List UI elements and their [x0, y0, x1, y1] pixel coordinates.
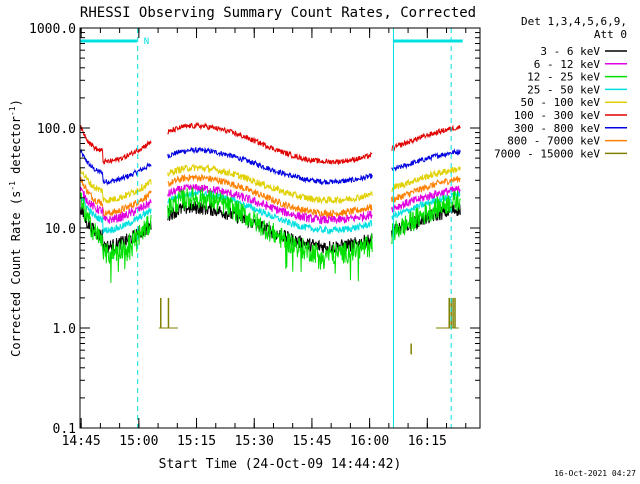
y-tick-label-3: 10.0 — [45, 222, 76, 237]
series-line-8 — [79, 173, 461, 219]
series-line-2 — [79, 183, 461, 225]
plot-layer: N — [79, 28, 463, 428]
legend-label-6: 100 - 300 keV — [514, 109, 600, 122]
y-axis-label-sup2: -1 — [8, 106, 17, 116]
y-axis-label: Corrected Count Rate (s-1 detector-1) — [8, 99, 23, 357]
chart-title: RHESSI Observing Summary Count Rates, Co… — [80, 5, 476, 21]
legend-label-4: 25 - 50 keV — [527, 83, 600, 96]
series-line-5 — [79, 163, 461, 205]
timestamp-label: 16-Oct-2021 04:27 — [554, 469, 636, 478]
y-axis-label-part2: detector — [9, 116, 23, 181]
legend-label-2: 6 - 12 keV — [534, 58, 601, 71]
legend-label-1: 3 - 6 keV — [540, 45, 600, 58]
x-tick-label-6: 16:00 — [350, 434, 389, 449]
legend-label-8: 800 - 7000 keV — [507, 135, 600, 148]
legend-header-line1: Det 1,3,4,5,6,9, — [521, 15, 627, 28]
series-line-6 — [79, 121, 461, 166]
y-axis-label-part3: ) — [9, 99, 23, 106]
x-tick-label-4: 15:30 — [235, 434, 274, 449]
y-axis-label-sup1: -1 — [8, 181, 17, 191]
legend-label-7: 300 - 800 keV — [514, 122, 600, 135]
y-tick-label-5: 0.1 — [53, 422, 76, 437]
legend-label-9: 7000 - 15000 keV — [494, 147, 600, 160]
legend-label-5: 50 - 100 keV — [521, 96, 601, 109]
x-tick-label-1: 14:45 — [62, 434, 101, 449]
x-axis-label: Start Time (24-Oct-09 14:44:42) — [159, 457, 402, 472]
y-axis-label-part1: Corrected Count Rate (s — [9, 191, 23, 357]
y-tick-label-1: 1000.0 — [29, 22, 76, 37]
x-tick-label-3: 15:15 — [177, 434, 216, 449]
x-tick-label-2: 15:00 — [119, 434, 158, 449]
x-tick-label-5: 15:45 — [292, 434, 331, 449]
legend-label-3: 12 - 25 keV — [527, 71, 600, 84]
y-tick-label-2: 100.0 — [37, 122, 76, 137]
series-line-3 — [79, 186, 461, 283]
axes-layer: 1000.0 100.0 10.0 1.0 0.114:45 15:00 15:15 15:3… — [29, 22, 481, 449]
legend-header-line2: Att 0 — [594, 28, 627, 41]
series-line-7 — [79, 146, 461, 186]
saa-label: N — [144, 37, 149, 47]
x-tick-label-7: 16:15 — [408, 434, 447, 449]
y-tick-label-4: 1.0 — [53, 322, 76, 337]
